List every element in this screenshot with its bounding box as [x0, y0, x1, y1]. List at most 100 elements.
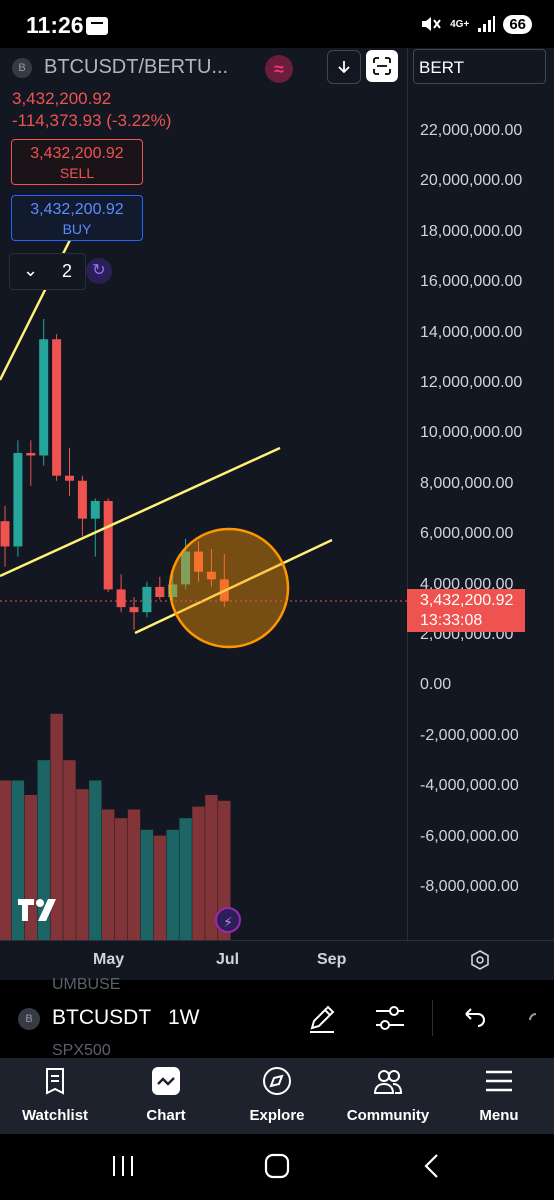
- candle-body: [168, 584, 178, 598]
- x-tick-may: May: [93, 951, 125, 968]
- volume-bar: [114, 818, 128, 940]
- price-axis[interactable]: [407, 48, 554, 940]
- volume-bar: [192, 806, 205, 940]
- sell-label: SELL: [59, 165, 95, 181]
- mute-icon: [422, 17, 441, 31]
- redo-icon[interactable]: [524, 1000, 554, 1036]
- volume-bar: [50, 713, 63, 940]
- candle-body: [52, 339, 62, 476]
- buy-button[interactable]: 3,432,200.92 BUY: [11, 195, 143, 241]
- nav-watchlist[interactable]: Watchlist: [0, 1058, 110, 1134]
- arrow-down-icon: [338, 61, 350, 74]
- system-navigation: [0, 1134, 554, 1200]
- y-tick-label: 6,000,000.00: [420, 525, 514, 543]
- sync-icon[interactable]: ↻: [86, 258, 112, 284]
- buy-label: BUY: [62, 221, 92, 237]
- candle-body: [103, 500, 113, 590]
- interval-selector[interactable]: 1W: [168, 1006, 200, 1029]
- volume-bar: [102, 809, 115, 940]
- y-tick-label: 22,000,000.00: [420, 122, 523, 139]
- bottom-toolbar: [0, 980, 554, 1058]
- indicators-toggle[interactable]: ⌄ 2: [9, 253, 86, 290]
- volume-bar: [153, 835, 166, 940]
- trendline-middle: [0, 446, 281, 578]
- candle-body: [129, 607, 139, 613]
- y-tick-label: 12,000,000.00: [420, 374, 523, 391]
- candle-body: [0, 521, 10, 547]
- y-tick-label: 0.00: [420, 676, 452, 694]
- candle-body: [194, 551, 203, 572]
- candle-body: [39, 339, 49, 456]
- candle-body: [206, 571, 216, 580]
- volume-bar: [218, 800, 231, 940]
- volume-bar: [37, 760, 50, 940]
- menu-icon: [486, 1070, 512, 1092]
- nav-chart-label: Chart: [146, 1107, 186, 1124]
- highlight-circle: [168, 527, 290, 649]
- candle-body: [77, 480, 87, 519]
- chart-icon: [152, 1067, 180, 1095]
- trendline-upper-left: [0, 219, 82, 381]
- y-tick-label: -6,000,000.00: [420, 827, 519, 845]
- y-tick-label: -4,000,000.00: [420, 777, 519, 795]
- indicator-settings-icon[interactable]: [372, 1000, 408, 1036]
- recent-apps-icon[interactable]: [108, 1151, 138, 1181]
- buy-price: 3,432,200.92: [30, 201, 124, 218]
- candle-body: [181, 551, 191, 585]
- volume-bar: [140, 829, 154, 940]
- toolbar-symbol-logo[interactable]: B: [18, 1008, 40, 1030]
- y-tick-label: 10,000,000.00: [420, 424, 523, 442]
- compass-icon: [263, 1067, 291, 1095]
- drawing-pen-icon[interactable]: [304, 1000, 340, 1036]
- y-tick-label: 20,000,000.00: [420, 172, 523, 190]
- status-bar: 11:26 4G+ 66: [0, 0, 554, 48]
- candle-body: [90, 500, 100, 519]
- ghost-symbol-below: SPX500: [52, 1042, 111, 1059]
- candle-body: [142, 586, 152, 613]
- price-tag-value: 3,432,200.92: [420, 592, 514, 609]
- nav-menu-label: Menu: [479, 1107, 519, 1124]
- last-price: 3,432,200.92: [12, 89, 112, 108]
- toolbar-symbol[interactable]: BTCUSDT: [52, 1006, 152, 1029]
- candle-body: [26, 452, 36, 456]
- nav-explore[interactable]: Explore: [222, 1058, 332, 1134]
- candle-body: [116, 589, 126, 608]
- nav-chart[interactable]: Chart: [111, 1058, 221, 1134]
- time-axis-divider: [0, 940, 554, 941]
- nav-community[interactable]: Community: [333, 1058, 443, 1134]
- last-price-tag: 3,432,200.92 13:33:08: [407, 589, 525, 632]
- symbol-logo[interactable]: B: [12, 58, 32, 78]
- fullscreen-icon: [373, 57, 391, 75]
- volume-bar: [205, 795, 218, 940]
- chart-settings-icon[interactable]: [470, 950, 490, 970]
- fullscreen-button[interactable]: [366, 50, 398, 82]
- y-tick-label: -2,000,000.00: [420, 726, 519, 744]
- x-tick-jul: Jul: [216, 951, 240, 968]
- symbol-name[interactable]: BTCUSDT/BERTU...: [44, 56, 229, 78]
- candle-body: [155, 586, 165, 598]
- sell-button[interactable]: 3,432,200.92 SELL: [11, 139, 143, 185]
- volume-bar: [179, 818, 192, 940]
- nav-explore-label: Explore: [249, 1107, 305, 1124]
- currency-icon[interactable]: ≈: [265, 55, 293, 83]
- y-tick-label: 14,000,000.00: [420, 323, 523, 341]
- compare-symbol-input[interactable]: BERT: [413, 49, 546, 84]
- back-icon[interactable]: [418, 1151, 448, 1181]
- y-tick-label: 18,000,000.00: [420, 222, 523, 240]
- undo-icon[interactable]: [456, 1000, 492, 1036]
- y-tick-label: 16,000,000.00: [420, 273, 523, 291]
- indicators-count: 2: [62, 261, 73, 281]
- toolbar-separator: [432, 1000, 433, 1036]
- volume-bar: [127, 809, 141, 940]
- status-time: 11:26: [26, 12, 84, 38]
- lightning-icon[interactable]: ⚡: [215, 907, 241, 933]
- nav-watchlist-label: Watchlist: [21, 1107, 89, 1124]
- ghost-symbol-above: UMBUSE: [52, 976, 121, 993]
- nav-menu[interactable]: Menu: [444, 1058, 554, 1134]
- network-type: 4G+: [450, 18, 470, 30]
- y-tick-label: 4,000,000.00: [420, 575, 514, 593]
- message-icon: [86, 17, 108, 35]
- arrow-down-button[interactable]: [327, 50, 361, 84]
- home-icon[interactable]: [262, 1151, 292, 1181]
- sell-price: 3,432,200.92: [30, 145, 124, 162]
